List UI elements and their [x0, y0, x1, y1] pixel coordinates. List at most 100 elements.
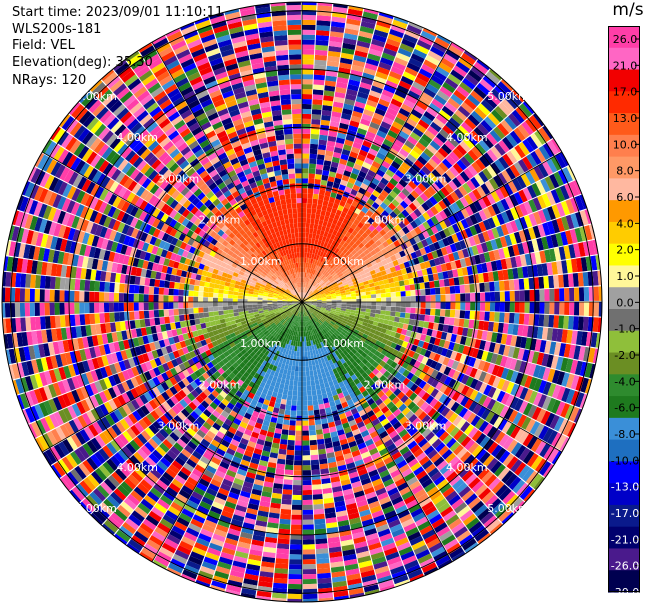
range-gate — [405, 205, 414, 215]
range-gate — [424, 445, 435, 456]
range-gate — [280, 331, 285, 337]
range-gate — [394, 579, 410, 587]
range-gate — [314, 54, 327, 61]
range-gate — [582, 272, 589, 287]
range-gate — [337, 519, 350, 527]
range-gate — [469, 389, 479, 401]
range-gate — [419, 334, 427, 342]
range-gate — [332, 316, 339, 320]
range-gate — [325, 265, 330, 272]
range-gate — [307, 193, 313, 199]
range-gate — [230, 422, 240, 430]
range-gate — [274, 382, 281, 389]
range-gate — [249, 436, 258, 444]
range-gate — [329, 400, 336, 408]
range-gate — [443, 278, 450, 287]
range-gate — [237, 541, 251, 549]
range-gate — [331, 111, 342, 118]
range-gate — [371, 221, 379, 229]
range-gate — [151, 435, 162, 446]
range-gate — [138, 419, 149, 430]
range-gate — [273, 582, 288, 589]
range-gate — [179, 399, 188, 408]
range-gate — [363, 330, 370, 336]
range-gate — [341, 306, 347, 309]
range-gate — [262, 486, 273, 493]
range-gate — [510, 370, 519, 383]
range-gate — [390, 565, 405, 575]
range-gate — [430, 388, 439, 398]
range-gate — [316, 272, 321, 277]
range-gate — [252, 534, 265, 542]
range-gate — [244, 329, 251, 335]
range-gate — [345, 93, 357, 101]
range-gate — [240, 531, 253, 540]
range-gate — [337, 335, 343, 341]
range-gate — [340, 118, 350, 125]
range-gate — [351, 480, 362, 489]
range-gate — [554, 288, 560, 302]
range-gate — [103, 389, 113, 401]
range-gate — [311, 114, 321, 120]
range-gate — [442, 197, 452, 208]
range-gate — [315, 424, 323, 430]
range-gate — [530, 455, 543, 470]
range-gate — [539, 250, 547, 264]
range-gate — [367, 426, 377, 435]
range-gate — [335, 455, 345, 462]
range-gate — [302, 148, 310, 154]
range-gate — [465, 73, 479, 86]
range-gate — [438, 393, 448, 404]
range-gate — [422, 254, 429, 262]
range-gate — [130, 490, 144, 503]
range-gate — [444, 101, 458, 113]
range-gate — [245, 445, 255, 453]
range-gate — [442, 237, 450, 247]
range-gate — [320, 291, 326, 295]
range-gate — [322, 315, 327, 320]
range-gate — [508, 91, 522, 106]
range-gate — [302, 534, 315, 540]
range-gate — [405, 94, 418, 105]
range-gate — [556, 371, 566, 386]
range-gate — [401, 144, 412, 154]
range-gate — [284, 474, 293, 480]
range-gate — [341, 47, 355, 55]
range-gate — [412, 48, 427, 59]
range-gate — [237, 336, 244, 343]
range-gate — [528, 313, 535, 326]
range-gate — [213, 435, 223, 444]
range-gate — [332, 274, 338, 279]
range-gate — [318, 592, 334, 599]
range-gate — [312, 89, 324, 96]
range-gate — [153, 464, 165, 476]
range-gate — [304, 346, 308, 352]
range-gate — [417, 183, 427, 193]
range-gate — [376, 169, 386, 178]
range-gate — [203, 469, 215, 479]
range-gate — [351, 167, 360, 176]
range-gate — [555, 434, 567, 450]
range-gate — [334, 383, 341, 390]
range-gate — [315, 44, 328, 51]
range-gate — [309, 223, 315, 229]
range-gate — [423, 189, 433, 199]
range-gate — [505, 369, 514, 382]
range-gate — [340, 338, 347, 344]
range-gate — [297, 341, 300, 347]
range-gate — [368, 500, 381, 509]
range-gate — [393, 321, 399, 328]
range-gate — [476, 263, 483, 274]
range-gate — [153, 483, 166, 495]
range-gate — [505, 394, 515, 407]
range-gate — [353, 163, 362, 171]
range-gate — [411, 484, 424, 495]
range-gate — [476, 59, 490, 71]
range-gate — [211, 580, 227, 589]
range-gate — [110, 512, 125, 526]
range-gate — [501, 512, 515, 525]
range-gate — [418, 276, 425, 283]
range-gate — [308, 309, 313, 313]
range-gate — [493, 175, 504, 188]
range-gate — [369, 121, 380, 130]
